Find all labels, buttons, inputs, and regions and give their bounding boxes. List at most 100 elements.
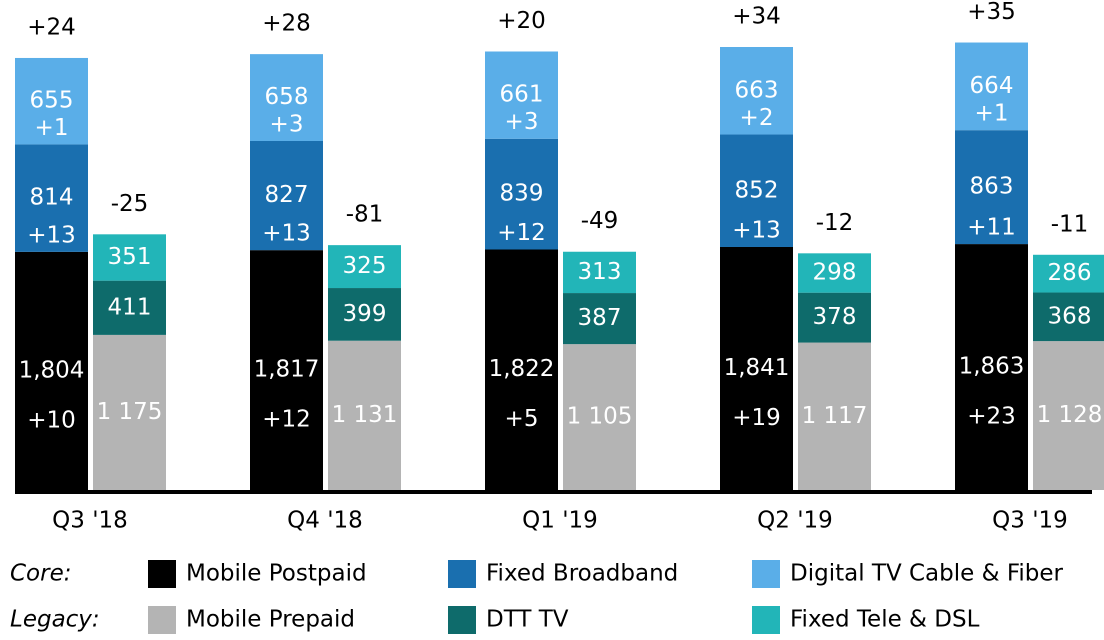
- x-tick-label: Q1 '19: [522, 508, 598, 534]
- bar-segment: [93, 234, 166, 281]
- change-label: +23: [967, 404, 1016, 430]
- total-change-label: -12: [816, 210, 854, 236]
- bar-segment: [955, 130, 1028, 245]
- legend-swatch: [148, 560, 176, 588]
- value-label: 663: [735, 77, 779, 103]
- legend-label: DTT TV: [486, 607, 569, 633]
- change-label: +12: [497, 220, 546, 246]
- bar-segment: [720, 47, 793, 135]
- bar-segment: [563, 344, 636, 490]
- x-tick-label: Q2 '19: [757, 508, 833, 534]
- value-label: 1,822: [489, 356, 555, 382]
- value-label: 1,863: [959, 354, 1025, 380]
- bar-segment: [328, 288, 401, 341]
- value-label: 1 128: [1037, 402, 1103, 428]
- bar-segment: [563, 251, 636, 294]
- value-label: 325: [343, 253, 387, 279]
- value-label: 351: [108, 244, 152, 270]
- total-change-label: -25: [111, 191, 149, 217]
- value-label: 664: [970, 73, 1014, 99]
- value-label: 1 131: [332, 402, 398, 428]
- bar-segment: [250, 250, 323, 490]
- change-label: +1: [35, 115, 69, 141]
- legend-swatch: [752, 606, 780, 634]
- value-label: 655: [30, 88, 74, 114]
- change-label: +1: [975, 101, 1009, 127]
- bar-segment: [955, 244, 1028, 490]
- change-label: +5: [505, 406, 539, 432]
- value-label: 387: [578, 305, 622, 331]
- bar-segment: [1033, 254, 1104, 293]
- value-label: 1 175: [97, 399, 163, 425]
- total-change-label: +34: [732, 4, 781, 30]
- total-change-label: -49: [581, 208, 619, 234]
- bar-segment: [328, 245, 401, 289]
- legend-label: Fixed Tele & DSL: [790, 607, 980, 633]
- legend-label: Mobile Postpaid: [186, 561, 367, 587]
- bar-segment: [15, 57, 88, 145]
- total-change-label: +28: [262, 11, 311, 37]
- change-label: +3: [505, 109, 539, 135]
- legend-group-label: Legacy:: [10, 607, 100, 633]
- value-label: 368: [1048, 303, 1092, 329]
- change-label: +13: [27, 222, 76, 248]
- value-label: 852: [735, 177, 779, 203]
- value-label: 1 105: [567, 404, 633, 430]
- total-change-label: -11: [1051, 211, 1089, 237]
- value-label: 411: [108, 294, 152, 320]
- value-label: 827: [265, 182, 309, 208]
- total-change-label: +20: [497, 8, 546, 34]
- value-label: 658: [265, 84, 309, 110]
- value-label: 298: [813, 259, 857, 285]
- change-label: +13: [262, 221, 311, 247]
- bar-segment: [485, 138, 558, 250]
- value-label: 863: [970, 174, 1014, 200]
- bar-segment: [250, 54, 323, 141]
- bar-segment: [798, 253, 871, 293]
- legend-label: Fixed Broadband: [486, 561, 678, 587]
- legend-label: Digital TV Cable & Fiber: [790, 561, 1064, 587]
- bar-segment: [798, 342, 871, 490]
- value-label: 286: [1048, 260, 1092, 286]
- value-label: 378: [813, 304, 857, 330]
- value-label: 399: [343, 301, 387, 327]
- legend-group-label: Core:: [10, 561, 72, 587]
- value-label: 1 117: [802, 403, 868, 429]
- bar-segment: [798, 292, 871, 343]
- x-tick-label: Q4 '18: [287, 508, 363, 534]
- value-label: 814: [30, 185, 74, 211]
- bar-segment: [1033, 341, 1104, 490]
- value-label: 1,817: [254, 357, 320, 383]
- bar-segment: [328, 340, 401, 490]
- legend-swatch: [148, 606, 176, 634]
- legend-label: Mobile Prepaid: [186, 607, 355, 633]
- value-label: 313: [578, 259, 622, 285]
- x-tick-label: Q3 '19: [992, 508, 1068, 534]
- bar-segment: [1033, 292, 1104, 342]
- bar-segment: [563, 293, 636, 345]
- value-label: 839: [500, 181, 544, 207]
- bar-segment: [485, 51, 558, 139]
- value-label: 661: [500, 82, 544, 108]
- total-change-label: +35: [967, 0, 1016, 25]
- legend-swatch: [448, 560, 476, 588]
- change-label: +13: [732, 217, 781, 243]
- total-change-label: +24: [27, 14, 76, 40]
- bar-segment: [93, 280, 166, 335]
- legend-swatch: [752, 560, 780, 588]
- bar-segment: [250, 140, 323, 251]
- total-change-label: -81: [346, 202, 384, 228]
- value-label: 1,804: [19, 357, 85, 383]
- bar-segment: [955, 42, 1028, 131]
- change-label: +19: [732, 405, 781, 431]
- value-label: 1,841: [724, 355, 790, 381]
- bar-segment: [93, 334, 166, 490]
- change-label: +10: [27, 407, 76, 433]
- change-label: +2: [740, 105, 774, 131]
- bar-segment: [720, 246, 793, 490]
- bar-segment: [720, 134, 793, 247]
- bar-segment: [15, 144, 88, 252]
- bar-segment: [15, 251, 88, 490]
- change-label: +12: [262, 407, 311, 433]
